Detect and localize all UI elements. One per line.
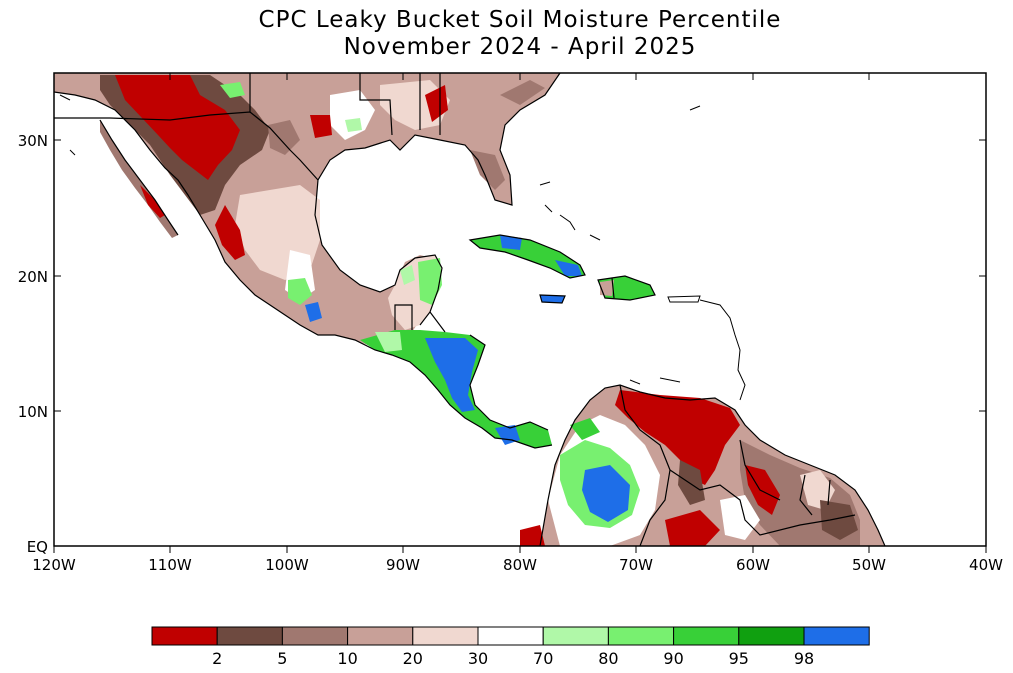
colorbar-label: 98: [794, 649, 814, 668]
colorbar-swatch: [673, 626, 740, 646]
colorbar-swatch: [607, 626, 675, 646]
x-tick-90w: 90W: [386, 556, 420, 574]
south-america-landmass: [520, 385, 885, 546]
x-tick-80w: 80W: [503, 556, 537, 574]
y-tick-30n: 30N: [18, 132, 48, 150]
colorbar-label: 20: [403, 649, 423, 668]
colorbar-swatch: [281, 626, 349, 646]
colorbar-label: 80: [598, 649, 618, 668]
colorbar-swatch: [542, 626, 609, 646]
colorbar-label: 2: [212, 649, 222, 668]
colorbar-label: 70: [533, 649, 553, 668]
x-tick-40w: 40W: [969, 556, 1003, 574]
colorbar-legend: 2 5 10 20 30 70 80 90 95 98: [151, 626, 870, 668]
colorbar-swatch: [803, 626, 870, 646]
yucatan-landmass: [388, 255, 442, 330]
colorbar-swatch: [347, 626, 414, 646]
colorbar-swatch: [412, 626, 479, 646]
small-islands: [59, 94, 746, 401]
x-tick-100w: 100W: [265, 556, 309, 574]
colorbar-label: 95: [729, 649, 749, 668]
y-tick-eq: EQ: [27, 538, 48, 556]
map-title: CPC Leaky Bucket Soil Moisture Percentil…: [258, 7, 782, 33]
y-axis: 30N 20N 10N EQ: [18, 132, 986, 556]
y-tick-20n: 20N: [18, 268, 48, 286]
y-tick-10n: 10N: [18, 403, 48, 421]
x-axis: 120W 110W 100W 90W 80W 70W 60W 50W 40W: [32, 73, 1003, 574]
colorbar-swatch: [151, 626, 218, 646]
colorbar-label: 30: [468, 649, 488, 668]
map-panel: [54, 73, 986, 546]
x-tick-110w: 110W: [148, 556, 192, 574]
central-america-landmass: [360, 330, 552, 448]
political-boundaries: [54, 73, 886, 546]
x-tick-120w: 120W: [32, 556, 76, 574]
colorbar-swatch: [738, 626, 805, 646]
colorbar-swatch: [216, 626, 283, 646]
colorbar-swatch: [477, 626, 544, 646]
x-tick-60w: 60W: [736, 556, 770, 574]
colorbar-label: 10: [337, 649, 357, 668]
map-subtitle: November 2024 - April 2025: [343, 34, 697, 60]
x-tick-70w: 70W: [619, 556, 653, 574]
colorbar-label: 90: [663, 649, 683, 668]
x-tick-50w: 50W: [852, 556, 886, 574]
colorbar-label: 5: [277, 649, 287, 668]
